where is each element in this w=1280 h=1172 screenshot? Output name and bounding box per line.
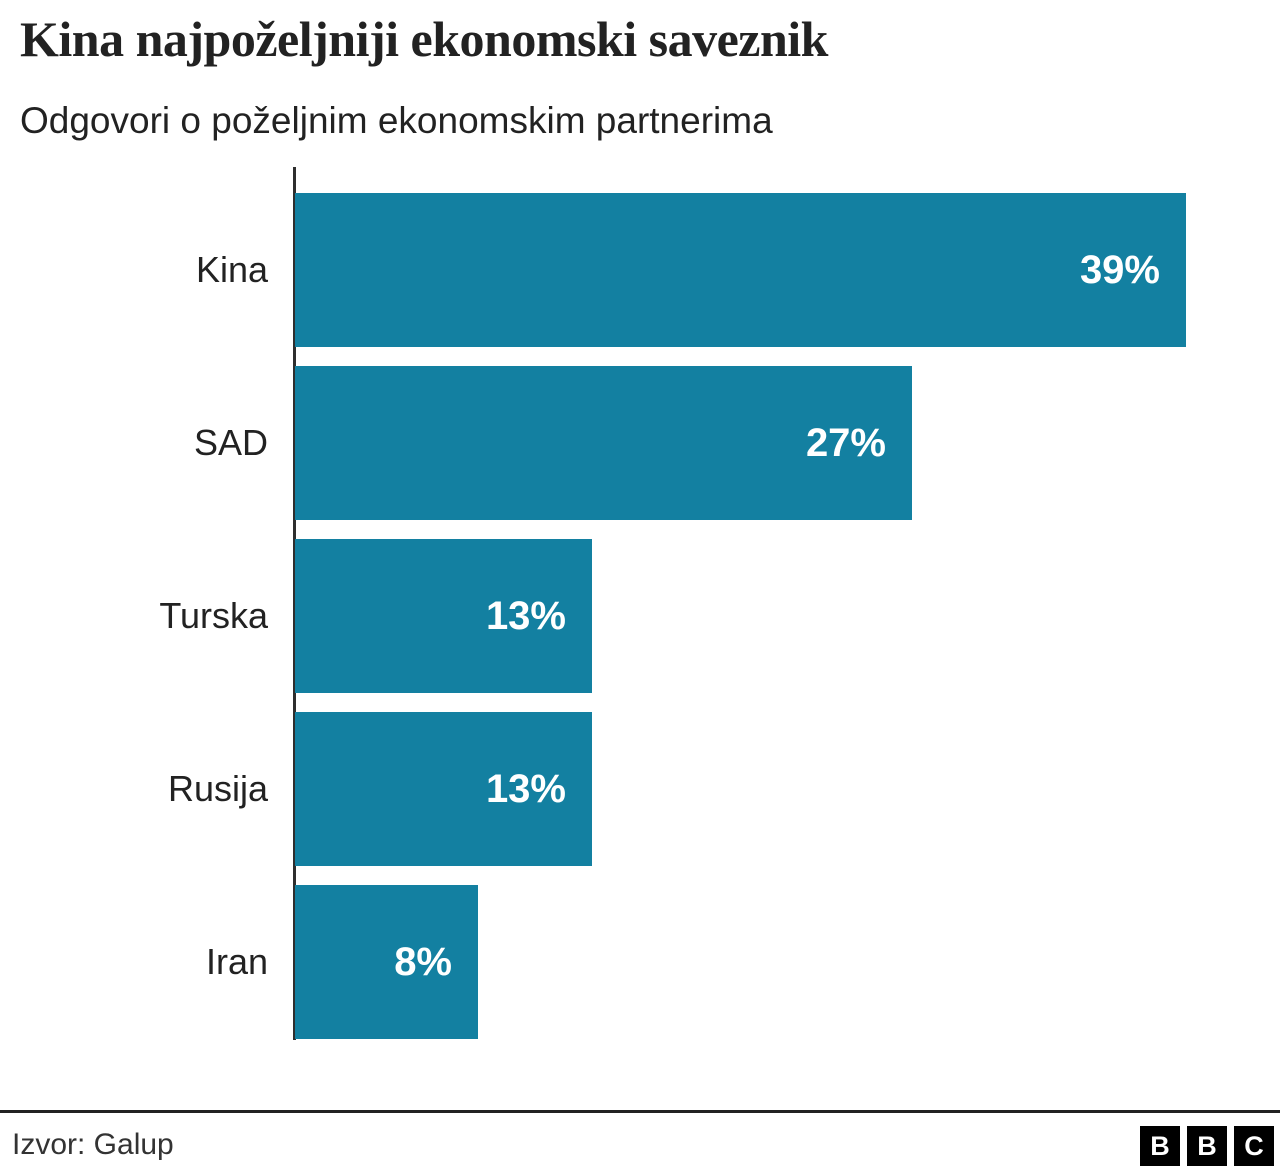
bar: 13% — [295, 539, 592, 693]
bar-category-label: Turska — [159, 595, 268, 636]
bar-category-label: Iran — [205, 941, 268, 982]
bar: 8% — [295, 885, 478, 1039]
bar-row: Iran 8% — [0, 885, 1280, 1039]
bar: 13% — [295, 712, 592, 866]
bar-row: Turska 13% — [0, 539, 1280, 693]
bar-value-label: 13% — [485, 766, 566, 811]
bar-category-label: Rusija — [167, 768, 268, 809]
bar-rows-container: Kina 39% SAD 27% Turska 13% Rusija — [0, 193, 1280, 1039]
bar: 39% — [295, 193, 1186, 347]
chart-subtitle: Odgovori o poželjnim ekonomskim partneri… — [20, 100, 773, 141]
bar-value-label: 8% — [394, 939, 452, 984]
bbc-logo: B B C — [1140, 1126, 1274, 1166]
bar-value-label: 27% — [805, 420, 886, 465]
bar-value-label: 39% — [1079, 247, 1160, 292]
bbc-logo-block-1: B — [1140, 1126, 1180, 1166]
bar-value-label: 13% — [485, 593, 566, 638]
y-axis-line — [293, 167, 296, 1040]
bar-row: Rusija 13% — [0, 712, 1280, 866]
bar-chart: Kina 39% SAD 27% Turska 13% Rusija — [0, 167, 1280, 1040]
bar-row: SAD 27% — [0, 366, 1280, 520]
bar-category-label: SAD — [193, 422, 268, 463]
bbc-logo-block-2: B — [1187, 1126, 1227, 1166]
bar-row: Kina 39% — [0, 193, 1280, 347]
bbc-logo-block-3: C — [1234, 1126, 1274, 1166]
chart-title: Kina najpoželjniji ekonomski saveznik — [20, 11, 829, 67]
footer-divider — [0, 1110, 1280, 1113]
source-label: Izvor: Galup — [12, 1128, 174, 1161]
bar-category-label: Kina — [195, 249, 268, 290]
bar: 27% — [295, 366, 912, 520]
